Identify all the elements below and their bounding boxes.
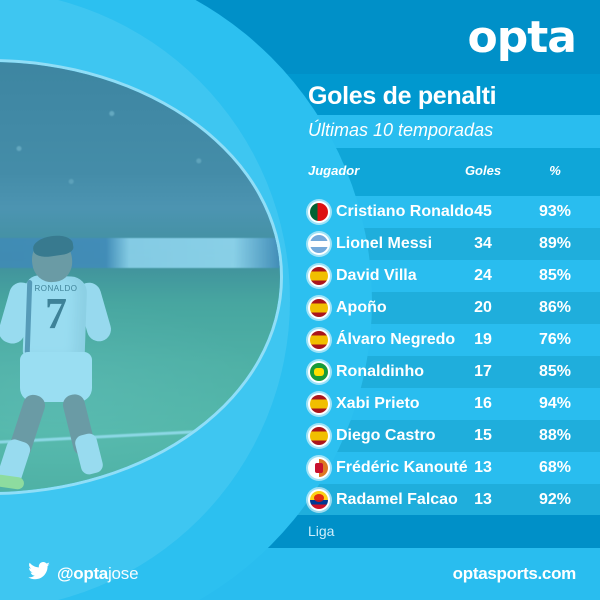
player-name: Apoño [336,299,387,316]
spain-flag-icon [308,297,330,319]
column-header-goals: Goles [464,163,502,178]
player-name: Ronaldinho [336,363,424,380]
player-goals: 20 [474,299,492,316]
page-title: Goles de penalti [308,82,497,110]
player-name: Frédéric Kanouté [336,459,468,476]
player-percent: 85% [538,267,572,284]
player-percent: 85% [538,363,572,380]
twitter-handle-prefix: @opta [57,564,108,583]
player-goals: 17 [474,363,492,380]
player-name: Radamel Falcao [336,491,458,508]
page-subtitle: Últimas 10 temporadas [308,120,494,140]
player-percent: 86% [538,299,572,316]
competition-footnote: Liga [308,523,335,539]
player-goals: 13 [474,491,492,508]
twitter-bird-icon [28,549,50,600]
player-percent: 88% [538,427,572,444]
brazil-flag-icon [308,361,330,383]
player-goals: 19 [474,331,492,348]
spain-flag-icon [308,393,330,415]
player-percent: 92% [538,491,572,508]
portugal-flag-icon [308,201,330,223]
spain-flag-icon [308,425,330,447]
spain-flag-icon [308,329,330,351]
opta-logo: opta [467,12,577,63]
mali-flag-icon [308,457,330,479]
player-name: David Villa [336,267,417,284]
player-goals: 15 [474,427,492,444]
twitter-handle-suffix: jose [107,564,139,583]
player-name: Xabi Prieto [336,395,420,412]
player-percent: 68% [538,459,572,476]
player-name: Álvaro Negredo [336,331,456,348]
player-goals: 24 [474,267,492,284]
player-percent: 89% [538,235,572,252]
spain-flag-icon [308,265,330,287]
player-name: Diego Castro [336,427,436,444]
player-name: Cristiano Ronaldo [336,203,474,220]
website-url[interactable]: optasports.com [452,564,577,583]
player-percent: 93% [538,203,572,220]
player-goals: 16 [474,395,492,412]
colombia-flag-icon [308,489,330,511]
player-percent: 94% [538,395,572,412]
player-name: Lionel Messi [336,235,433,252]
argentina-flag-icon [308,233,330,255]
twitter-handle[interactable]: @optajose [28,548,139,600]
player-goals: 45 [474,203,492,220]
column-header-player: Jugador [308,163,360,178]
player-goals: 13 [474,459,492,476]
column-header-percent: % [549,163,561,178]
player-goals: 34 [474,235,492,252]
player-percent: 76% [538,331,572,348]
